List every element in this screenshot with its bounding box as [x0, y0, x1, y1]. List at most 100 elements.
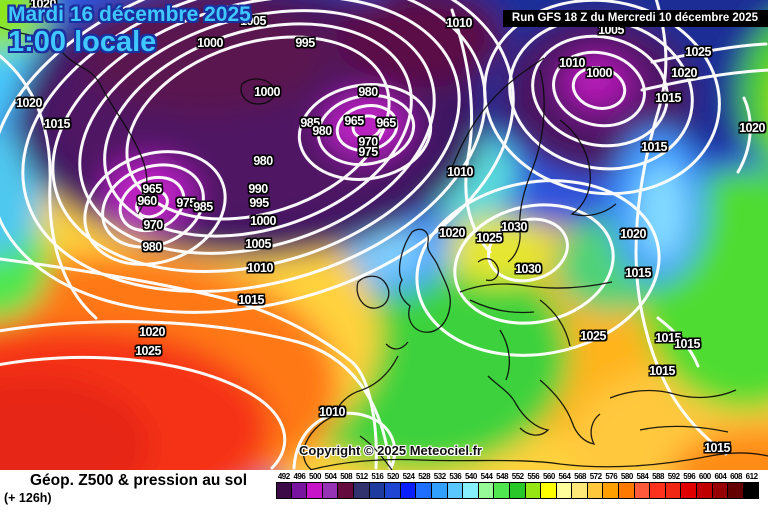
legend-step: 592 — [664, 472, 682, 512]
legend-step: 552 — [508, 472, 526, 512]
legend-color-swatch — [352, 482, 370, 499]
pressure-label: 980 — [358, 84, 378, 99]
legend-step: 516 — [368, 472, 386, 512]
pressure-label: 1015 — [655, 330, 681, 345]
legend-step: 564 — [555, 472, 573, 512]
pressure-label: 1010 — [447, 164, 473, 179]
pressure-label: 965 — [376, 115, 396, 130]
legend-step: 524 — [399, 472, 417, 512]
legend-step: 600 — [696, 472, 713, 512]
legend-step: 512 — [352, 472, 370, 512]
pressure-label: 1000 — [197, 35, 223, 50]
legend-step: 504 — [321, 472, 339, 512]
legend-color-swatch — [664, 482, 682, 499]
copyright-text: Copyright © 2025 Meteociel.fr — [299, 443, 482, 458]
pressure-label: 1020 — [739, 120, 765, 135]
pressure-label: 1020 — [16, 95, 42, 110]
pressure-label: 995 — [295, 35, 315, 50]
pressure-label: 1020 — [439, 225, 465, 240]
pressure-label: 1030 — [501, 219, 527, 234]
pressure-label: 1010 — [446, 15, 472, 30]
legend-color-swatch — [384, 482, 401, 499]
valid-time: 1:00 locale — [8, 26, 157, 59]
pressure-label: 1025 — [135, 343, 161, 358]
legend-step: 548 — [493, 472, 510, 512]
legend-step: 520 — [384, 472, 401, 512]
pressure-label: 1000 — [254, 84, 280, 99]
legend-value: 592 — [667, 472, 680, 481]
legend-value: 612 — [745, 472, 758, 481]
pressure-label: 985 — [193, 199, 213, 214]
pressure-label: 1010 — [247, 260, 273, 275]
legend-color-swatch — [586, 482, 604, 499]
pressure-label: 1000 — [250, 213, 276, 228]
legend-color-swatch — [337, 482, 354, 499]
pressure-label: 990 — [248, 181, 268, 196]
legend-color-swatch — [618, 482, 635, 499]
legend-value: 520 — [387, 472, 399, 481]
pressure-label: 1015 — [44, 116, 70, 131]
map-canvas: 1020 1005 1000 995 1010 1005 1010 1000 1025 1020 1… — [0, 0, 768, 470]
legend-color-swatch — [649, 482, 666, 499]
legend-color-swatch — [415, 482, 432, 499]
map-graphic — [0, 0, 768, 470]
legend-color-swatch — [555, 482, 573, 499]
legend-value: 500 — [309, 472, 321, 481]
date-overlay: Mardi 16 décembre 2025 1:00 locale — [8, 3, 251, 59]
legend-color-swatch — [540, 482, 557, 499]
legend-value: 604 — [714, 472, 727, 481]
legend-value: 496 — [293, 472, 306, 481]
legend-color-swatch — [368, 482, 386, 499]
legend-value: 596 — [683, 472, 696, 481]
pressure-label: 1025 — [476, 230, 502, 245]
pressure-label: 970 — [358, 134, 378, 149]
pressure-label: 1025 — [580, 328, 606, 343]
forecast-hour: (+ 126h) — [4, 491, 52, 505]
legend-color-swatch — [493, 482, 510, 499]
legend-value: 580 — [620, 472, 633, 481]
color-scale-legend: 492 496 500 504 508 512 516 520 524 528 532 536 540 5… — [276, 472, 760, 512]
pressure-label: 1020 — [671, 65, 697, 80]
legend-step: 568 — [571, 472, 588, 512]
legend-value: 544 — [480, 472, 493, 481]
legend-step: 560 — [540, 472, 557, 512]
legend-color-swatch — [696, 482, 713, 499]
legend-color-swatch — [477, 482, 495, 499]
legend-value: 560 — [542, 472, 555, 481]
legend-step: 572 — [586, 472, 604, 512]
geopotential-color-field — [0, 0, 768, 470]
legend-color-swatch — [633, 482, 651, 499]
legend-value: 584 — [636, 472, 649, 481]
footer-text-block: Géop. Z500 & pression au sol (+ 126h) — [0, 470, 276, 512]
legend-step: 580 — [618, 472, 635, 512]
pressure-label: 1000 — [586, 65, 612, 80]
legend-value: 564 — [558, 472, 571, 481]
legend-step: 612 — [742, 472, 760, 512]
legend-value: 572 — [589, 472, 602, 481]
legend-color-swatch — [462, 482, 479, 499]
legend-color-swatch — [276, 482, 292, 499]
legend-color-swatch — [446, 482, 464, 499]
legend-value: 600 — [698, 472, 711, 481]
legend-value: 504 — [324, 472, 337, 481]
legend-step: 544 — [477, 472, 495, 512]
coastlines — [0, 26, 768, 470]
legend-step: 496 — [290, 472, 308, 512]
legend-step: 532 — [430, 472, 448, 512]
pressure-label: 1005 — [240, 13, 266, 28]
legend-value: 532 — [433, 472, 446, 481]
pressure-label: 1020 — [139, 324, 165, 339]
legend-step: 540 — [462, 472, 479, 512]
legend-color-swatch — [399, 482, 417, 499]
legend-value: 608 — [730, 472, 742, 481]
legend-step: 500 — [306, 472, 323, 512]
legend-step: 596 — [680, 472, 698, 512]
legend-value: 492 — [277, 472, 290, 481]
pressure-labels-layer: 1020 1005 1000 995 1010 1005 1010 1000 1025 1020 1… — [16, 0, 765, 454]
pressure-label: 965 — [344, 113, 364, 128]
legend-value: 556 — [527, 472, 540, 481]
legend-step: 576 — [602, 472, 620, 512]
legend-step: 588 — [649, 472, 666, 512]
legend-value: 576 — [605, 472, 618, 481]
legend-color-swatch — [321, 482, 339, 499]
